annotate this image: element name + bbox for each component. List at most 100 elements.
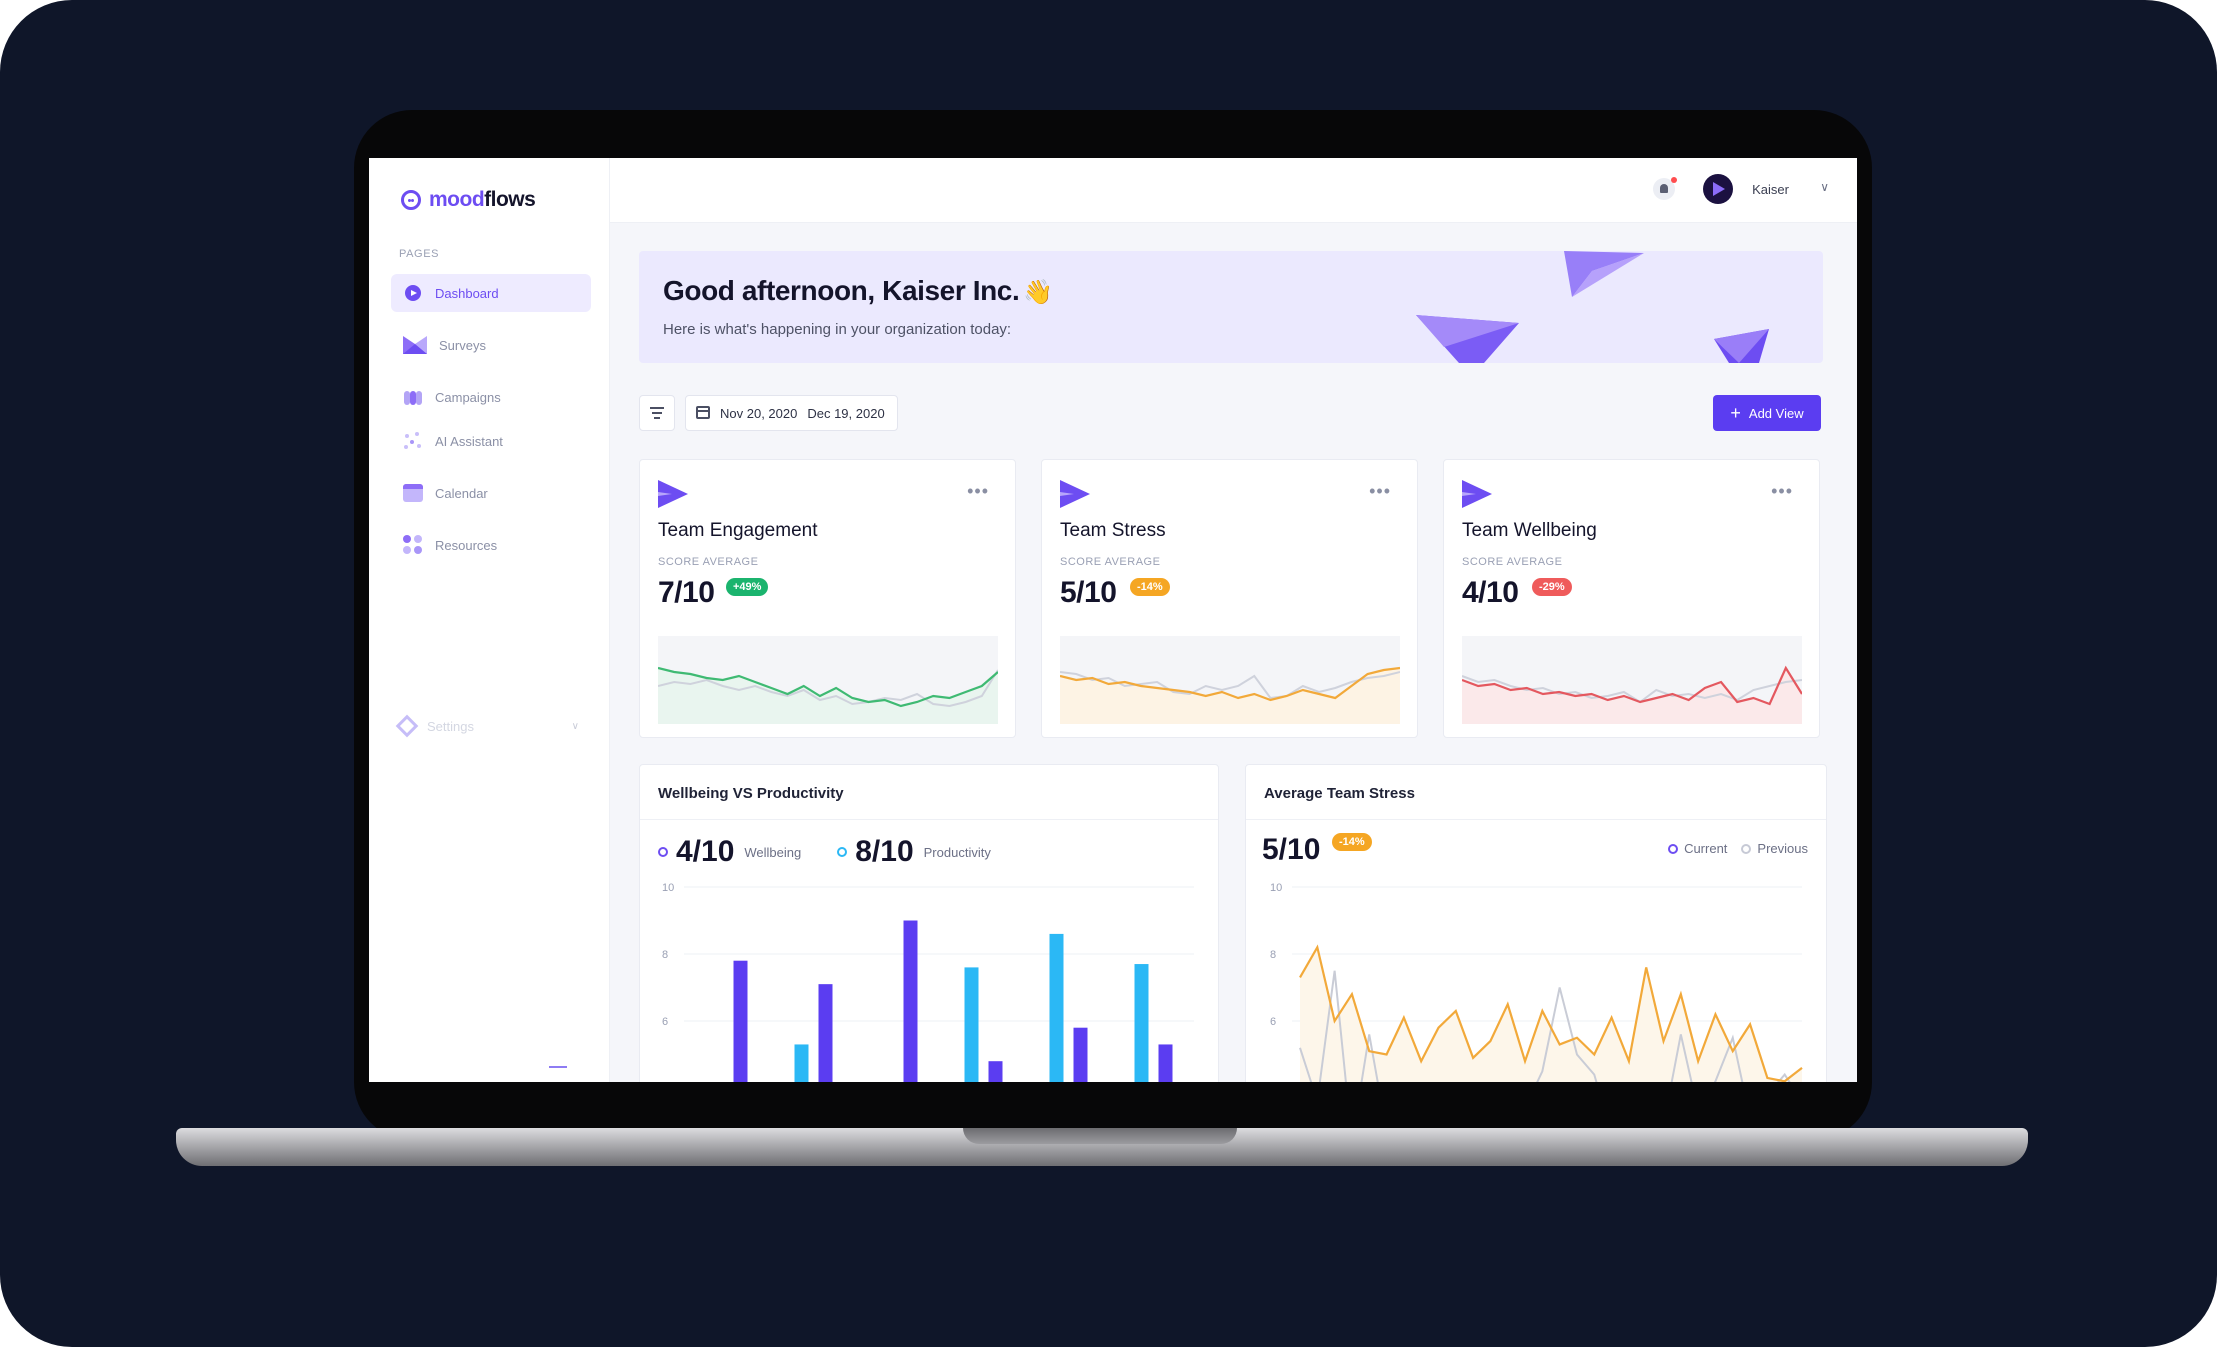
wellbeing-productivity-bar-chart: 108642 [662, 882, 1194, 1083]
sparkline-area [658, 668, 998, 724]
wave-emoji: 👋 [1023, 279, 1053, 306]
sidebar-item-ai-assistant[interactable]: AI Assistant [391, 422, 591, 460]
wellbeing-label: Wellbeing [744, 844, 802, 860]
panel-title: Average Team Stress [1264, 785, 1415, 802]
calendar-icon [403, 484, 423, 502]
card-title: Team Wellbeing [1462, 520, 1597, 541]
bar-productivity[interactable] [1049, 933, 1064, 1082]
sidebar-item-settings[interactable]: Settings ∨ [395, 714, 579, 738]
collapse-sidebar-icon[interactable] [549, 1066, 567, 1068]
notification-icon[interactable] [1653, 177, 1677, 200]
wellbeing-legend: 4/10 Wellbeing 8/10 Productivity [658, 835, 991, 869]
wellbeing-marker [658, 847, 668, 857]
sidebar-item-dashboard[interactable]: Dashboard [391, 274, 591, 312]
wellbeing-score: 4/10 [676, 835, 735, 868]
current-marker [1668, 843, 1679, 854]
date-range-picker[interactable]: Nov 20, 2020 Dec 19, 2020 [685, 395, 898, 431]
sidebar: moodflows PAGES Dashboard Surveys Campai… [369, 158, 610, 1082]
add-view-button[interactable]: + Add View [1713, 395, 1821, 431]
filter-icon [650, 407, 664, 409]
bar-wellbeing[interactable] [818, 984, 833, 1082]
moodflows-arrow-icon [1060, 480, 1090, 508]
sidebar-item-surveys[interactable]: Surveys [391, 326, 591, 364]
sidebar-item-calendar[interactable]: Calendar [391, 474, 591, 512]
y-tick-label: 6 [662, 1016, 668, 1028]
wellbeing-vs-productivity-panel: Wellbeing VS Productivity 4/10 Wellbeing… [639, 764, 1219, 1082]
logo[interactable]: moodflows [401, 188, 536, 212]
logo-text: moodflows [429, 188, 536, 211]
sidebar-item-label: Calendar [435, 485, 488, 501]
legend-current[interactable]: Current [1684, 841, 1728, 856]
sparkline-current-line [1060, 666, 1400, 702]
sparkline-current-line [658, 666, 998, 708]
filter-button[interactable] [639, 395, 675, 431]
chevron-down-icon: ∨ [571, 720, 579, 732]
bar-productivity[interactable] [1134, 964, 1149, 1082]
bar-productivity[interactable] [794, 1044, 809, 1082]
card-label: SCORE AVERAGE [1060, 556, 1161, 568]
average-team-stress-line-chart: 108642 [1270, 882, 1803, 1082]
sidebar-item-label: Settings [427, 718, 474, 734]
filter-icon-line [654, 417, 660, 419]
sparkline-current-line [1462, 665, 1802, 706]
card-score: 7/10 [658, 576, 715, 609]
team-wellbeing-card[interactable]: ••• Team Wellbeing SCORE AVERAGE 4/10 -2… [1443, 459, 1820, 738]
avatar[interactable] [1703, 174, 1733, 204]
surveys-icon [403, 336, 427, 354]
page-subtitle: Here is what's happening in your organiz… [663, 321, 1012, 338]
chart-legend: Current Previous [1668, 841, 1808, 856]
bar-wellbeing[interactable] [733, 960, 748, 1082]
date-from: Nov 20, 2020 [720, 405, 798, 421]
change-badge: -29% [1532, 578, 1572, 596]
sidebar-item-label: Campaigns [435, 389, 501, 405]
card-score: 4/10 [1462, 576, 1519, 609]
productivity-marker [837, 847, 848, 857]
ai-assistant-icon [403, 431, 423, 451]
campaigns-icon [403, 387, 423, 407]
sidebar-item-label: Resources [435, 537, 498, 553]
team-engagement-card[interactable]: ••• Team Engagement SCORE AVERAGE 7/10 +… [639, 459, 1016, 738]
card-score: 5/10 [1060, 576, 1117, 609]
sparkline-chart [1462, 636, 1802, 724]
productivity-label: Productivity [923, 844, 991, 860]
team-stress-card[interactable]: ••• Team Stress SCORE AVERAGE 5/10 -14% [1041, 459, 1418, 738]
paper-plane-decoration [1416, 251, 1769, 363]
previous-marker [1741, 843, 1752, 854]
bar-wellbeing[interactable] [903, 920, 918, 1083]
sidebar-item-campaigns[interactable]: Campaigns [391, 378, 591, 416]
welcome-banner: Good afternoon, Kaiser Inc. 👋 Here is wha… [639, 251, 1823, 363]
panel-title: Wellbeing VS Productivity [658, 785, 844, 802]
bar-wellbeing[interactable] [988, 1061, 1003, 1082]
legend-previous[interactable]: Previous [1757, 841, 1808, 856]
card-title: Team Stress [1060, 520, 1166, 541]
bar-productivity[interactable] [964, 967, 979, 1082]
main-content: Good afternoon, Kaiser Inc. 👋 Here is wha… [610, 223, 1857, 1082]
chevron-down-icon[interactable]: ∨ [1820, 180, 1829, 194]
dashboard-icon [405, 285, 421, 301]
filter-icon-line [652, 412, 662, 414]
user-name[interactable]: Kaiser [1752, 182, 1789, 197]
card-label: SCORE AVERAGE [1462, 556, 1563, 568]
bar-wellbeing[interactable] [1158, 1044, 1173, 1082]
bar-wellbeing[interactable] [1073, 1027, 1088, 1082]
sparkline-area [1462, 668, 1802, 724]
y-tick-label: 8 [1270, 949, 1276, 961]
sparkline-chart [658, 636, 998, 724]
y-tick-label: 8 [662, 949, 668, 961]
moodflows-arrow-icon [1462, 480, 1492, 508]
more-options-icon[interactable]: ••• [1771, 481, 1793, 501]
laptop-notch [963, 1128, 1237, 1144]
app-screen: moodflows PAGES Dashboard Surveys Campai… [369, 158, 1857, 1082]
sidebar-item-label: Dashboard [435, 285, 499, 301]
productivity-score: 8/10 [855, 835, 914, 868]
card-title: Team Engagement [658, 520, 818, 541]
sidebar-nav: Dashboard Surveys Campaigns AI Assistant… [391, 274, 591, 578]
logo-icon [401, 190, 421, 210]
more-options-icon[interactable]: ••• [1369, 481, 1391, 501]
more-options-icon[interactable]: ••• [967, 481, 989, 501]
stress-score: 5/10 [1262, 833, 1321, 866]
current-area [1300, 947, 1802, 1082]
sidebar-item-resources[interactable]: Resources [391, 526, 591, 564]
resources-icon [403, 535, 423, 555]
